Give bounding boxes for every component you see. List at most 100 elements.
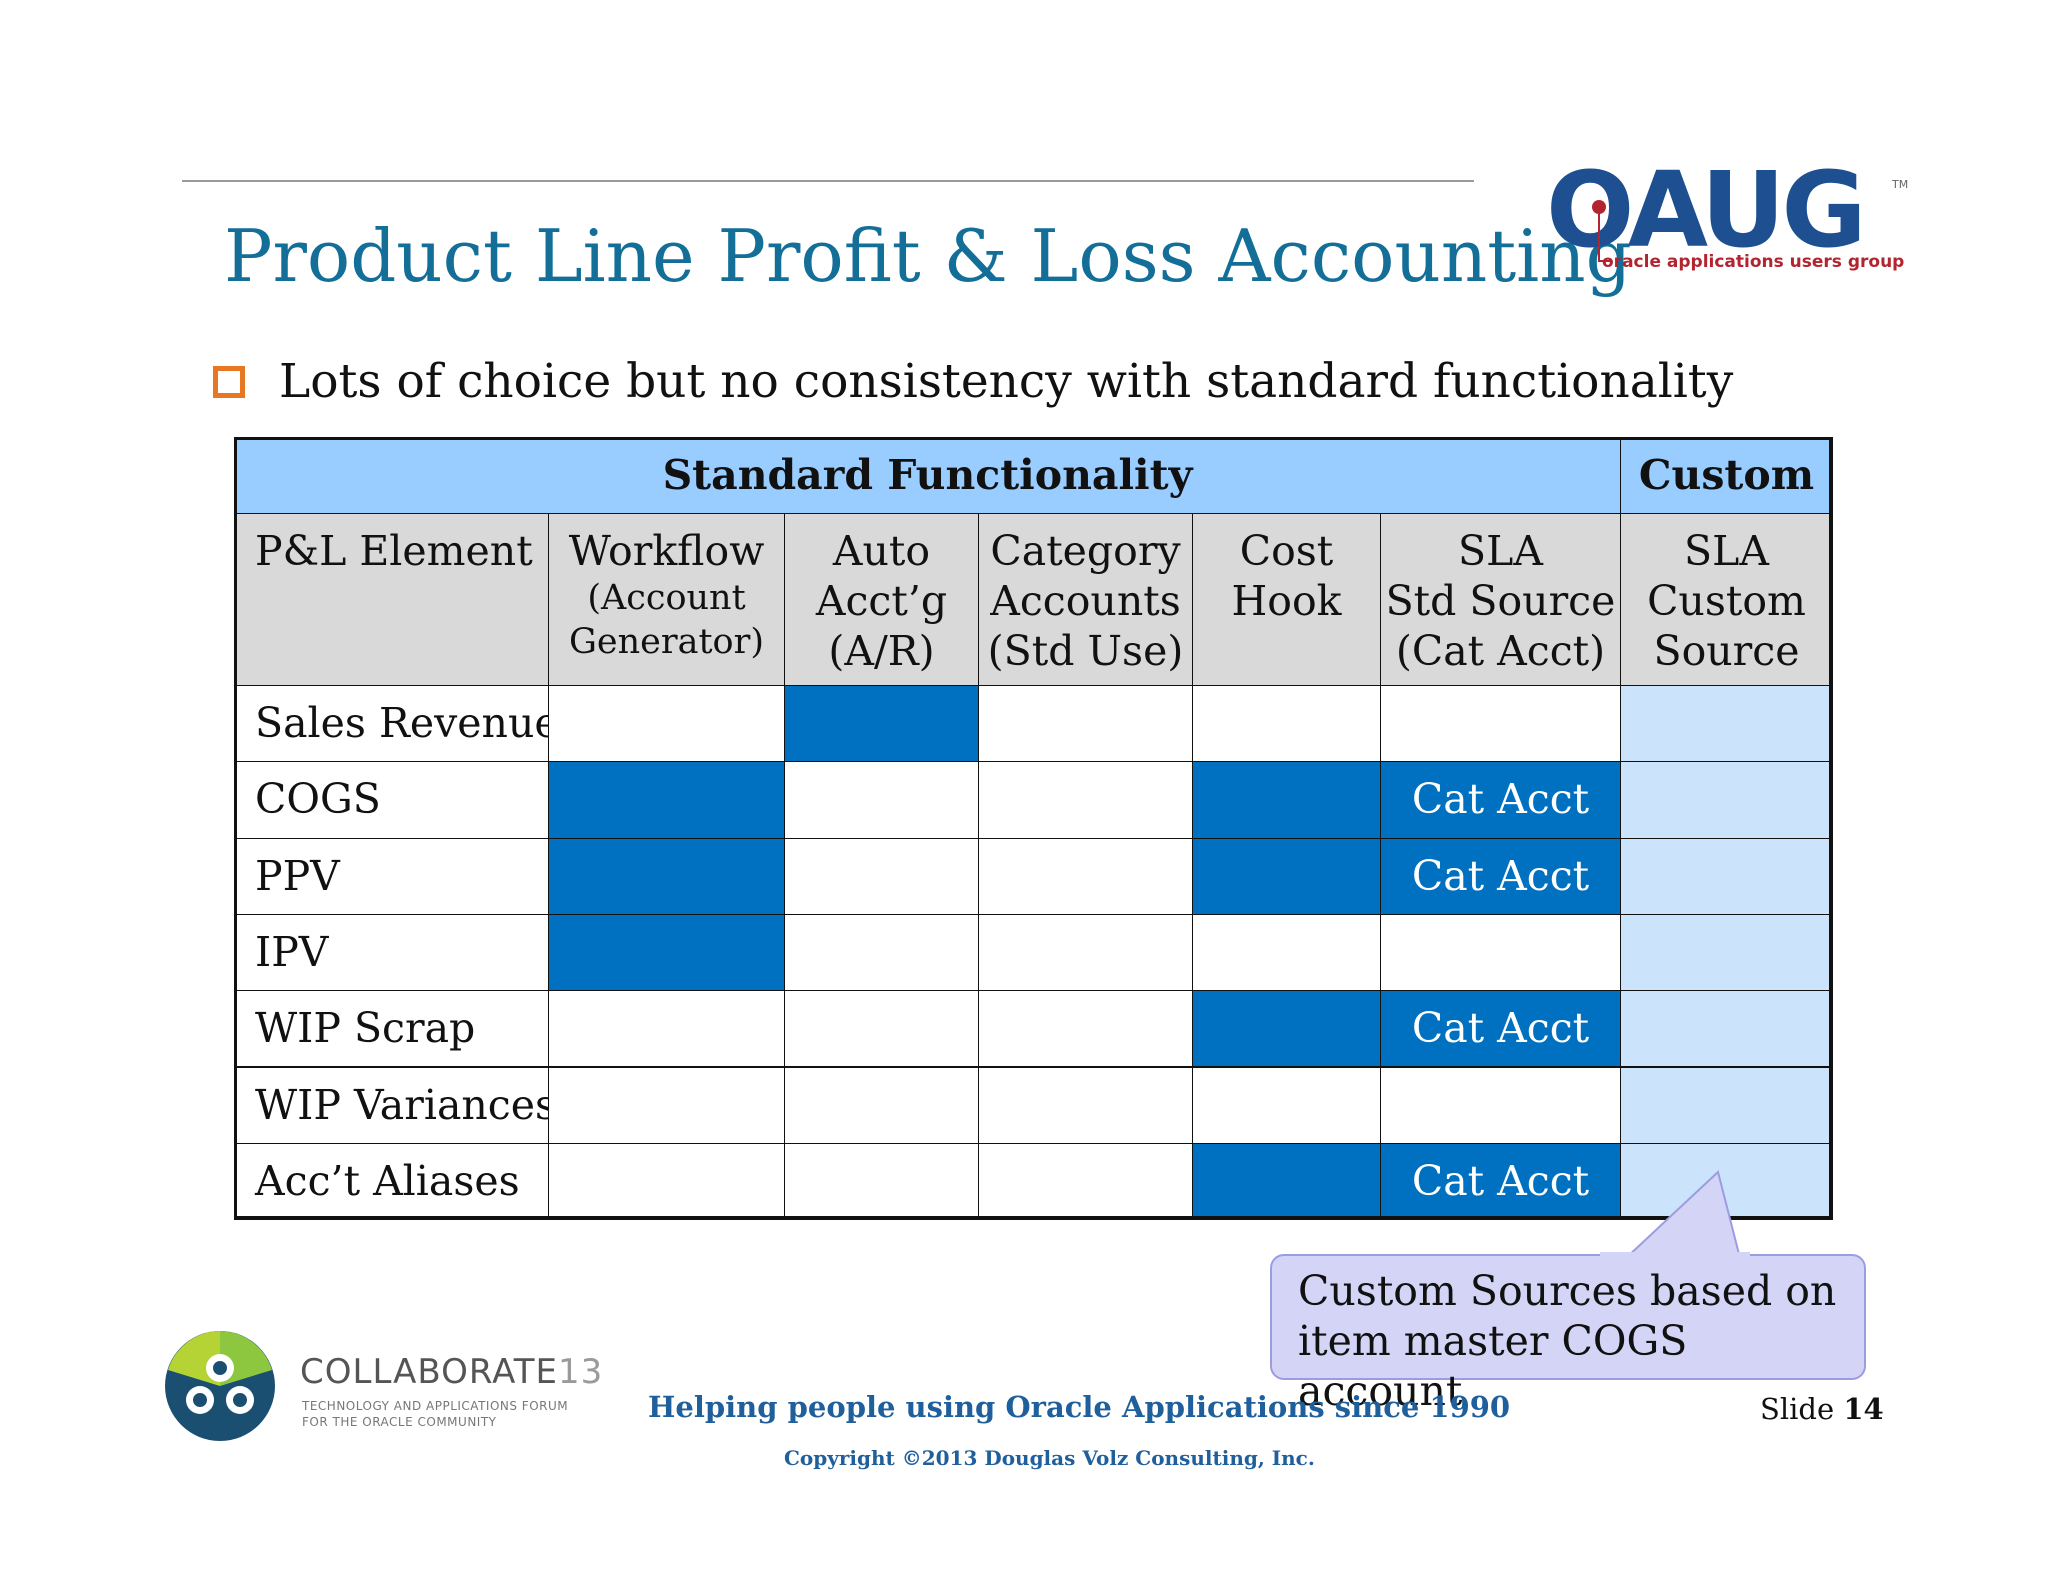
row-label: Sales Revenue xyxy=(234,685,559,763)
oaug-pin-line xyxy=(1598,204,1600,262)
column-header-line: (Cat Acct) xyxy=(1395,627,1606,675)
marked-cell xyxy=(1192,761,1381,839)
empty-cell xyxy=(784,837,979,915)
oaug-tagline: oracle applications users group xyxy=(1602,252,1905,272)
collaborate-emblem-icon xyxy=(165,1331,275,1441)
bullet-text: Lots of choice but no consistency with s… xyxy=(279,354,1734,409)
collaborate-sub-line: FOR THE ORACLE COMMUNITY xyxy=(302,1415,497,1429)
collaborate-subtitle: TECHNOLOGY AND APPLICATIONS FORUM FOR TH… xyxy=(302,1398,568,1430)
column-header-line: Cost xyxy=(1239,527,1334,575)
column-header-line: SLA xyxy=(1458,527,1543,575)
callout-line: item master COGS account xyxy=(1298,1317,1688,1415)
oaug-pin-hline xyxy=(1598,260,1612,262)
callout-line: Custom Sources based on xyxy=(1298,1267,1837,1315)
empty-cell xyxy=(1380,685,1621,763)
custom-source-cell xyxy=(1620,761,1833,839)
title-rule xyxy=(182,180,1474,182)
custom-source-cell xyxy=(1620,990,1833,1068)
marked-cell xyxy=(1192,990,1381,1068)
marked-cell xyxy=(548,837,785,915)
column-header-line: Hook xyxy=(1231,577,1342,625)
callout-tail-join xyxy=(1600,1252,1750,1258)
collaborate-logo: COLLABORATE13 TECHNOLOGY AND APPLICATION… xyxy=(160,1326,620,1446)
collaborate-year: 13 xyxy=(558,1352,604,1392)
band-custom: Custom xyxy=(1620,437,1833,514)
column-header-line: Acct’g xyxy=(815,577,948,625)
column-header: Auto Acct’g (A/R) xyxy=(784,513,979,686)
marked-cell: Cat Acct xyxy=(1380,837,1621,915)
column-header-line: (A/R) xyxy=(828,627,935,675)
column-header-line: Generator) xyxy=(568,622,765,662)
callout-text: Custom Sources based on item master COGS… xyxy=(1298,1266,1864,1416)
marked-cell xyxy=(548,761,785,839)
collaborate-sub-line: TECHNOLOGY AND APPLICATIONS FORUM xyxy=(302,1399,569,1413)
callout-tail xyxy=(1623,1170,1742,1259)
column-header: Workflow (Account Generator) xyxy=(548,513,785,686)
empty-cell xyxy=(548,685,785,763)
row-label: WIP Scrap xyxy=(234,990,549,1068)
column-header-line: Accounts xyxy=(990,577,1181,625)
empty-cell xyxy=(978,685,1193,763)
column-header-line: Workflow xyxy=(568,527,765,575)
empty-cell xyxy=(978,761,1193,839)
column-header-line: (Std Use) xyxy=(987,627,1184,675)
empty-cell xyxy=(1192,1066,1381,1144)
empty-cell xyxy=(784,761,979,839)
custom-source-cell xyxy=(1620,913,1833,992)
column-header: Cost Hook xyxy=(1192,513,1381,686)
empty-cell xyxy=(978,1066,1193,1144)
empty-cell xyxy=(978,1142,1193,1221)
column-header-line: Auto xyxy=(832,527,931,575)
column-header: Category Accounts (Std Use) xyxy=(978,513,1193,686)
custom-source-cell xyxy=(1620,1066,1833,1144)
empty-cell xyxy=(784,1142,979,1221)
slide-number-value: 14 xyxy=(1843,1392,1884,1426)
column-header: SLA Std Source (Cat Acct) xyxy=(1380,513,1621,686)
marked-cell xyxy=(1192,837,1381,915)
empty-cell xyxy=(978,837,1193,915)
empty-cell xyxy=(548,1066,785,1144)
pl-accounting-table: Standard Functionality Custom P&L Element W… xyxy=(234,437,1833,1221)
column-header-line: (Account xyxy=(587,578,746,618)
column-header: P&L Element xyxy=(234,513,549,686)
collaborate-wordmark: COLLABORATE13 xyxy=(300,1352,603,1392)
band-standard-functionality: Standard Functionality xyxy=(234,437,1621,514)
marked-cell xyxy=(548,913,785,992)
oaug-trademark: TM xyxy=(1892,178,1909,191)
column-header-line: Std Source xyxy=(1385,577,1616,625)
slide-label: Slide xyxy=(1760,1392,1835,1426)
marked-cell: Cat Acct xyxy=(1380,761,1621,839)
footer-copyright: Copyright ©2013 Douglas Volz Consulting,… xyxy=(784,1446,1315,1470)
empty-cell xyxy=(548,1142,785,1221)
empty-cell xyxy=(1192,685,1381,763)
callout-box: Custom Sources based on item master COGS… xyxy=(1270,1254,1866,1415)
collaborate-word: COLLABORATE xyxy=(300,1352,559,1392)
empty-cell xyxy=(548,990,785,1068)
custom-source-cell xyxy=(1620,837,1833,915)
bullet-square-icon xyxy=(213,366,245,398)
custom-source-cell xyxy=(1620,685,1833,763)
row-label: WIP Variances xyxy=(234,1066,556,1144)
row-label: Acc’t Aliases xyxy=(234,1142,549,1221)
empty-cell xyxy=(784,1066,979,1144)
marked-cell xyxy=(1192,1142,1381,1221)
row-label: PPV xyxy=(234,837,549,915)
oaug-logo: OAUG TM oracle applications users group xyxy=(1546,158,1909,280)
empty-cell xyxy=(978,913,1193,992)
column-header-line: Category xyxy=(990,527,1181,575)
row-label: COGS xyxy=(234,761,549,839)
empty-cell xyxy=(1380,1066,1621,1144)
column-header-line: Custom xyxy=(1647,577,1806,625)
empty-cell xyxy=(978,990,1193,1068)
column-header: SLA Custom Source xyxy=(1620,513,1833,686)
page-title: Product Line Profit & Loss Accounting xyxy=(224,214,1632,298)
row-label: IPV xyxy=(234,913,549,992)
marked-cell: Cat Acct xyxy=(1380,1142,1621,1221)
empty-cell xyxy=(784,913,979,992)
column-header-line: SLA xyxy=(1684,527,1769,575)
empty-cell xyxy=(1380,913,1621,992)
marked-cell xyxy=(784,685,979,763)
marked-cell: Cat Acct xyxy=(1380,990,1621,1068)
slide-number: Slide 14 xyxy=(1760,1392,1884,1426)
empty-cell xyxy=(1192,913,1381,992)
